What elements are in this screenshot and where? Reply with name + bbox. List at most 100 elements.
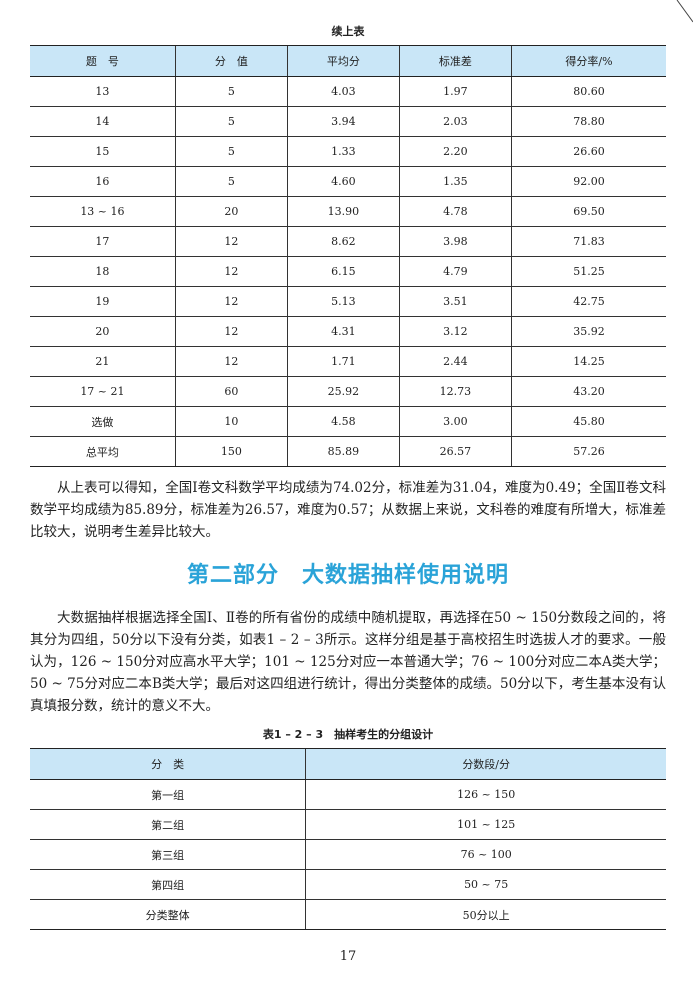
table-cell: 2.20 [398,136,512,167]
column-header: 标准差 [398,45,512,77]
table-cell: 13.90 [286,196,400,227]
table-row: 第一组 126 ~ 150 [30,779,666,810]
table-cell: 6.15 [286,256,400,287]
table-row: 21 12 1.71 2.44 14.25 [30,346,666,377]
table-row: 13 5 4.03 1.97 80.60 [30,76,666,107]
table-row: 14 5 3.94 2.03 78.80 [30,106,666,137]
table-cell: 10 [174,406,288,437]
table-cell: 5 [174,136,288,167]
table-cell: 1.35 [398,166,512,197]
table-cell: 12 [174,286,288,317]
table-cell: 57.26 [510,436,666,467]
table-row: 第二组 101 ~ 125 [30,809,666,840]
paragraph-1: 从上表可以得知，全国Ⅰ卷文科数学平均成绩为74.02分，标准差为31.04，难度… [30,480,666,540]
table-row: 13 ~ 16 20 13.90 4.78 69.50 [30,196,666,227]
table-row: 20 12 4.31 3.12 35.92 [30,316,666,347]
table-cell: 1.71 [286,346,400,377]
table-cell: 21 [30,346,176,377]
table-cell: 4.58 [286,406,400,437]
table-cell: 4.79 [398,256,512,287]
table-cell: 3.94 [286,106,400,137]
table-cell: 3.51 [398,286,512,317]
table-cell: 4.03 [286,76,400,107]
table-cell: 51.25 [510,256,666,287]
table-cell: 18 [30,256,176,287]
table-cell: 13 ~ 16 [30,196,176,227]
table-row: 17 ~ 21 60 25.92 12.73 43.20 [30,376,666,407]
table-cell: 78.80 [510,106,666,137]
table-cell: 5 [174,106,288,137]
page-corner-line [676,0,693,23]
table-cell: 5.13 [286,286,400,317]
table-cell: 76 ~ 100 [305,839,666,870]
section-title: 第二部分 大数据抽样使用说明 [186,563,509,588]
table-cell: 分类整体 [30,899,306,930]
table-row: 15 5 1.33 2.20 26.60 [30,136,666,167]
table-cell: 26.60 [510,136,666,167]
table-row: 选做 10 4.58 3.00 45.80 [30,406,666,437]
table2-caption: 表1 – 2 – 3 抽样考生的分组设计 [262,728,434,741]
table1: 题 号分 值平均分 标准差 得分率/% 13 5 4.03 1.97 80.60 14 5 3.9… [30,45,666,467]
table-row: 总平均 150 85.89 26.57 57.26 [30,436,666,467]
table-cell: 101 ~ 125 [305,809,666,840]
table-cell: 第二组 [30,809,306,840]
column-header: 分数段/分 [305,748,666,780]
table-cell: 17 [30,226,176,257]
table-cell: 4.31 [286,316,400,347]
column-header: 分 类 [30,748,306,780]
table-cell: 45.80 [510,406,666,437]
table-row: 18 12 6.15 4.79 51.25 [30,256,666,287]
table-cell: 43.20 [510,376,666,407]
table-row: 16 5 4.60 1.35 92.00 [30,166,666,197]
table-cell: 2.03 [398,106,512,137]
table-cell: 12 [174,346,288,377]
table-cell: 80.60 [510,76,666,107]
table-cell: 第四组 [30,869,306,900]
table-cell: 19 [30,286,176,317]
table-cell: 20 [30,316,176,347]
table-cell: 12 [174,316,288,347]
table-cell: 3.12 [398,316,512,347]
table-row: 19 12 5.13 3.51 42.75 [30,286,666,317]
column-header: 平均分 [286,45,400,77]
table-cell: 71.83 [510,226,666,257]
paragraph-2: 大数据抽样根据选择全国Ⅰ、Ⅱ卷的所有省份的成绩中随机提取，再选择在50 ~ 15… [30,610,666,714]
table-cell: 1.33 [286,136,400,167]
table-row: 17 12 8.62 3.98 71.83 [30,226,666,257]
table-row: 第四组 50 ~ 75 [30,869,666,900]
table-cell: 12 [174,226,288,257]
table-cell: 4.60 [286,166,400,197]
table-cell: 150 [174,436,288,467]
table-cell: 3.98 [398,226,512,257]
table2: 分 类分数段/分 第一组 126 ~ 150 第二组 101 ~ 125 第三组 76 ~… [30,748,666,930]
table-cell: 16 [30,166,176,197]
table-cell: 26.57 [398,436,512,467]
table-cell: 总平均 [30,436,176,467]
table-cell: 15 [30,136,176,167]
page-number: 17 [339,949,357,964]
table-cell: 50 ~ 75 [305,869,666,900]
table-cell: 14 [30,106,176,137]
table-cell: 35.92 [510,316,666,347]
table-cell: 第一组 [30,779,306,810]
table-cell: 85.89 [286,436,400,467]
column-header: 分 值 [174,45,288,77]
table-cell: 12.73 [398,376,512,407]
table-cell: 5 [174,76,288,107]
table-cell: 4.78 [398,196,512,227]
table-cell: 69.50 [510,196,666,227]
table-cell: 50分以上 [305,899,666,930]
table-cell: 92.00 [510,166,666,197]
table-row: 第三组 76 ~ 100 [30,839,666,870]
table-row: 分类整体 50分以上 [30,899,666,930]
table-cell: 12 [174,256,288,287]
table-cell: 5 [174,166,288,197]
table1-caption: 续上表 [331,25,365,38]
table-cell: 42.75 [510,286,666,317]
table-cell: 20 [174,196,288,227]
table-cell: 3.00 [398,406,512,437]
table-cell: 13 [30,76,176,107]
table-cell: 2.44 [398,346,512,377]
table-cell: 8.62 [286,226,400,257]
